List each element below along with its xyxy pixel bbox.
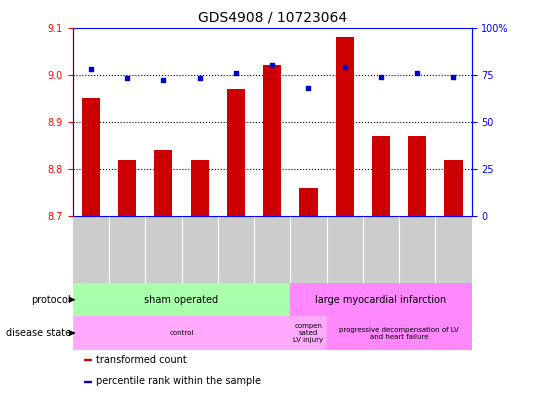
Point [377, 73, 385, 80]
Point [268, 62, 277, 68]
Point [195, 75, 204, 82]
Bar [73, 283, 291, 316]
Bar [291, 316, 327, 350]
Bar [84, 381, 91, 382]
Point [341, 64, 349, 70]
Bar [82, 98, 100, 216]
Text: sham operated: sham operated [144, 295, 219, 305]
Bar [291, 283, 472, 316]
Point [413, 70, 421, 76]
Text: protocol: protocol [31, 295, 71, 305]
Text: control: control [169, 330, 194, 336]
Text: progressive decompensation of LV
and heart failure: progressive decompensation of LV and hea… [339, 327, 459, 340]
Bar [372, 136, 390, 216]
Text: percentile rank within the sample: percentile rank within the sample [96, 376, 261, 386]
Bar [227, 89, 245, 216]
Point [232, 70, 240, 76]
Bar [73, 316, 291, 350]
Point [304, 85, 313, 91]
Bar [445, 160, 462, 216]
Text: large myocardial infarction: large myocardial infarction [315, 295, 447, 305]
Title: GDS4908 / 10723064: GDS4908 / 10723064 [198, 11, 347, 25]
Point [123, 75, 132, 82]
Bar [118, 160, 136, 216]
Bar [84, 359, 91, 360]
Point [159, 77, 168, 83]
Text: disease state: disease state [6, 328, 71, 338]
Bar [336, 37, 354, 216]
Bar [408, 136, 426, 216]
Bar [263, 65, 281, 216]
Point [449, 73, 458, 80]
Bar [154, 150, 172, 216]
Bar [191, 160, 209, 216]
Bar [327, 316, 472, 350]
Point [87, 66, 95, 72]
Text: compen
sated
LV injury: compen sated LV injury [293, 323, 323, 343]
Bar [299, 188, 317, 216]
Text: transformed count: transformed count [96, 354, 186, 365]
